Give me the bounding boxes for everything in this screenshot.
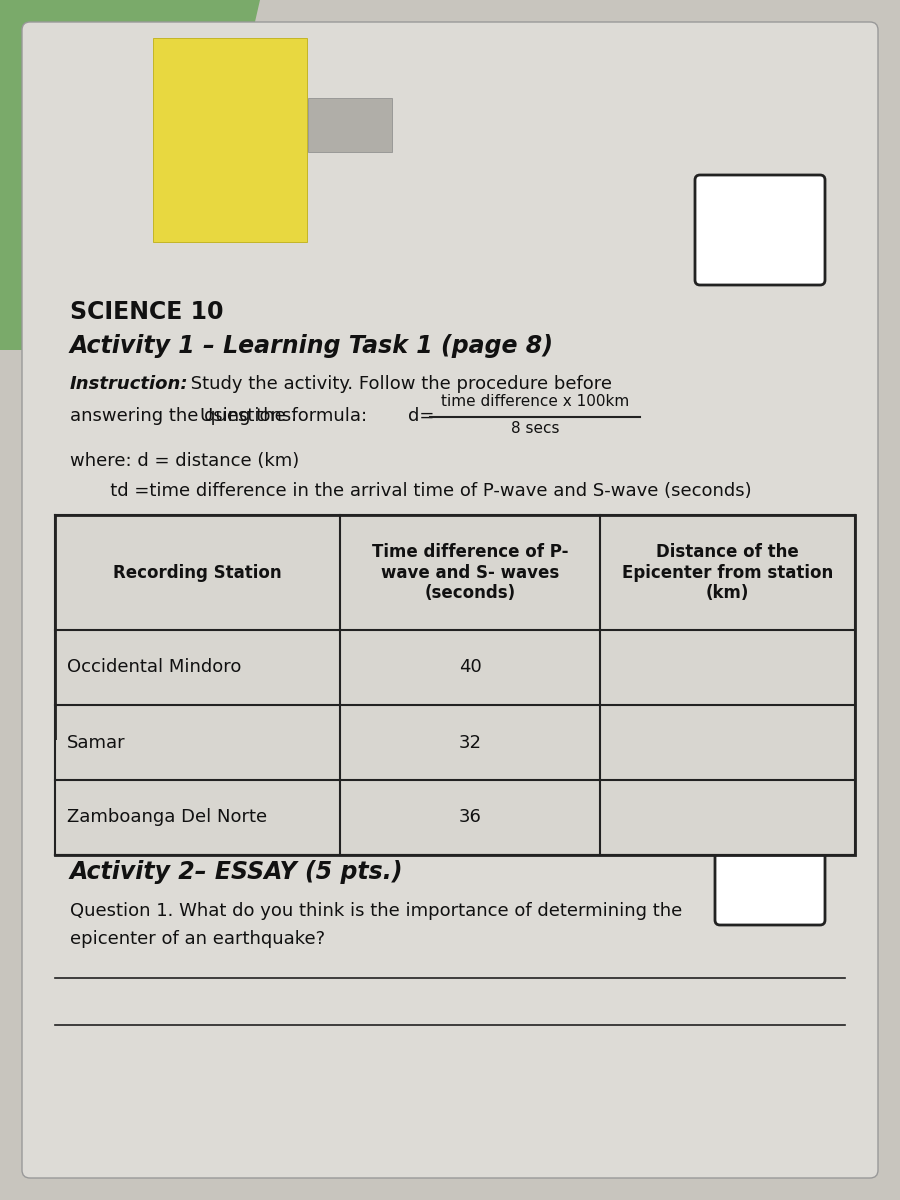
Text: Distance of the
Epicenter from station
(km): Distance of the Epicenter from station (…: [622, 542, 833, 602]
Bar: [55, 515, 855, 854]
Text: where: d = distance (km): where: d = distance (km): [70, 452, 299, 470]
Text: d=: d=: [408, 407, 435, 425]
FancyBboxPatch shape: [22, 22, 878, 1178]
Text: SCIENCE 10: SCIENCE 10: [70, 300, 223, 324]
Text: Study the activity. Follow the procedure before: Study the activity. Follow the procedure…: [185, 374, 612, 392]
Text: Activity 2– ESSAY (5 pts.): Activity 2– ESSAY (5 pts.): [70, 860, 403, 884]
Text: td =time difference in the arrival time of P-wave and S-wave (seconds): td =time difference in the arrival time …: [70, 482, 752, 500]
Polygon shape: [0, 0, 260, 350]
Text: time difference x 100km: time difference x 100km: [441, 394, 629, 409]
FancyBboxPatch shape: [153, 38, 307, 242]
Text: Zamboanga Del Norte: Zamboanga Del Norte: [67, 809, 267, 827]
Text: Question 1. What do you think is the importance of determining the: Question 1. What do you think is the imp…: [70, 902, 682, 920]
Text: Recording Station: Recording Station: [113, 564, 282, 582]
Text: epicenter of an earthquake?: epicenter of an earthquake?: [70, 930, 325, 948]
Text: Samar: Samar: [67, 733, 126, 751]
Text: Instruction:: Instruction:: [70, 374, 189, 392]
FancyBboxPatch shape: [695, 175, 825, 284]
FancyBboxPatch shape: [715, 820, 825, 925]
FancyBboxPatch shape: [308, 98, 392, 152]
Bar: [55, 740, 855, 854]
Text: 40: 40: [459, 659, 482, 677]
Text: 36: 36: [459, 809, 482, 827]
Text: 32: 32: [458, 733, 482, 751]
Text: Activity 1 – Learning Task 1 (page 8): Activity 1 – Learning Task 1 (page 8): [70, 334, 554, 358]
Text: 8 secs: 8 secs: [511, 421, 559, 436]
Text: Occidental Mindoro: Occidental Mindoro: [67, 659, 241, 677]
Text: answering the questions.: answering the questions.: [70, 407, 297, 425]
Text: Using the formula:: Using the formula:: [200, 407, 367, 425]
Text: Time difference of P-
wave and S- waves
(seconds): Time difference of P- wave and S- waves …: [372, 542, 568, 602]
